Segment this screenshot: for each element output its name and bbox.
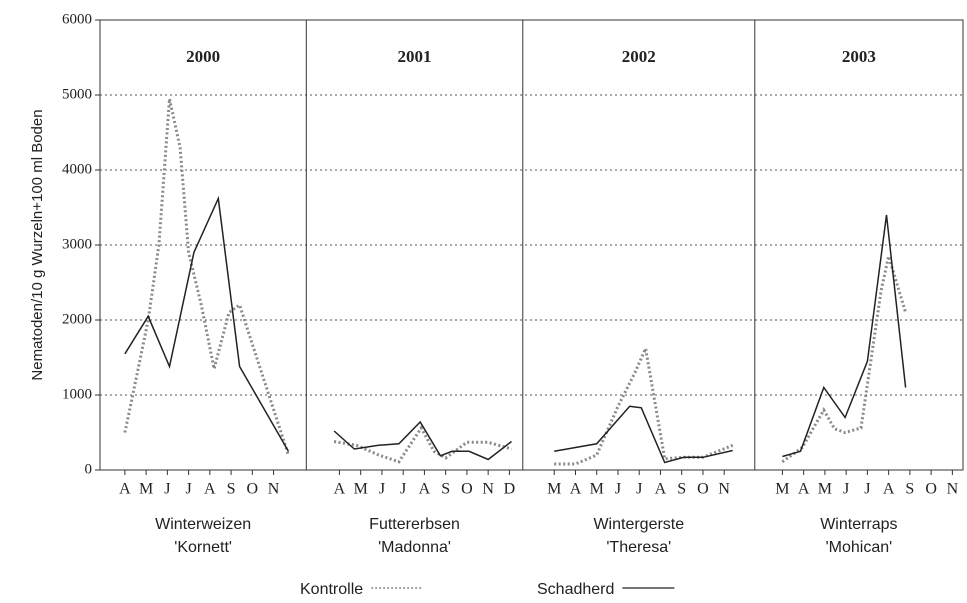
legend-label: Schadherd [537,581,614,598]
x-tick-label: S [227,481,236,498]
x-tick-label: A [334,481,346,498]
crop-label: Wintergerste [593,516,684,533]
panel-year: 2003 [842,47,876,66]
panel-year: 2001 [398,47,432,66]
plot-frame [99,19,964,471]
series-line [554,405,733,464]
series-line [333,420,512,461]
x-tick-label: N [718,481,730,498]
series-line [124,195,290,452]
y-tick-label: 5000 [62,86,92,102]
x-tick-label: J [400,481,406,498]
y-tick-label: 4000 [62,161,92,177]
x-tick-label: O [925,481,937,498]
x-tick-label: O [461,481,473,498]
x-tick-label: M [139,481,153,498]
x-tick-label: O [697,481,709,498]
y-tick-label: 0 [85,461,93,477]
variety-label: 'Theresa' [606,539,671,556]
x-tick-label: J [843,481,849,498]
x-tick-label: M [818,481,832,498]
y-axis-label: Nematoden/10 g Wurzeln+100 ml Boden [29,109,46,380]
crop-label: Winterweizen [155,516,251,533]
x-tick-label: J [615,481,621,498]
panel-year: 2000 [186,47,220,66]
x-tick-label: N [268,481,280,498]
variety-label: 'Madonna' [378,539,451,556]
x-tick-label: J [636,481,642,498]
x-tick-label: A [419,481,431,498]
x-tick-label: M [775,481,789,498]
x-tick-label: M [547,481,561,498]
x-tick-label: N [947,481,959,498]
series-line [123,98,290,456]
crop-label: Winterraps [820,516,897,533]
y-tick-label: 6000 [62,11,92,27]
y-tick-label: 1000 [62,386,92,402]
x-tick-label: A [119,481,131,498]
x-tick-label: J [379,481,385,498]
x-tick-label: S [441,481,450,498]
x-tick-label: J [185,481,191,498]
y-tick-label: 3000 [62,236,92,252]
legend-label: Kontrolle [300,581,363,598]
x-tick-label: A [798,481,810,498]
series-line [781,250,908,464]
x-tick-label: A [570,481,582,498]
x-tick-label: M [590,481,604,498]
series-line [782,214,907,458]
panel-year: 2002 [622,47,656,66]
series-line [333,425,512,464]
x-tick-label: S [905,481,914,498]
x-tick-label: N [482,481,494,498]
x-tick-label: S [677,481,686,498]
y-tick-label: 2000 [62,311,92,327]
x-tick-label: A [883,481,895,498]
crop-label: Futtererbsen [369,516,460,533]
x-tick-label: J [864,481,870,498]
x-tick-label: M [354,481,368,498]
x-tick-label: A [655,481,667,498]
x-tick-label: D [504,481,516,498]
x-tick-label: J [164,481,170,498]
variety-label: 'Mohican' [826,539,893,556]
x-tick-label: A [204,481,216,498]
x-tick-label: O [247,481,259,498]
variety-label: 'Kornett' [174,539,232,556]
